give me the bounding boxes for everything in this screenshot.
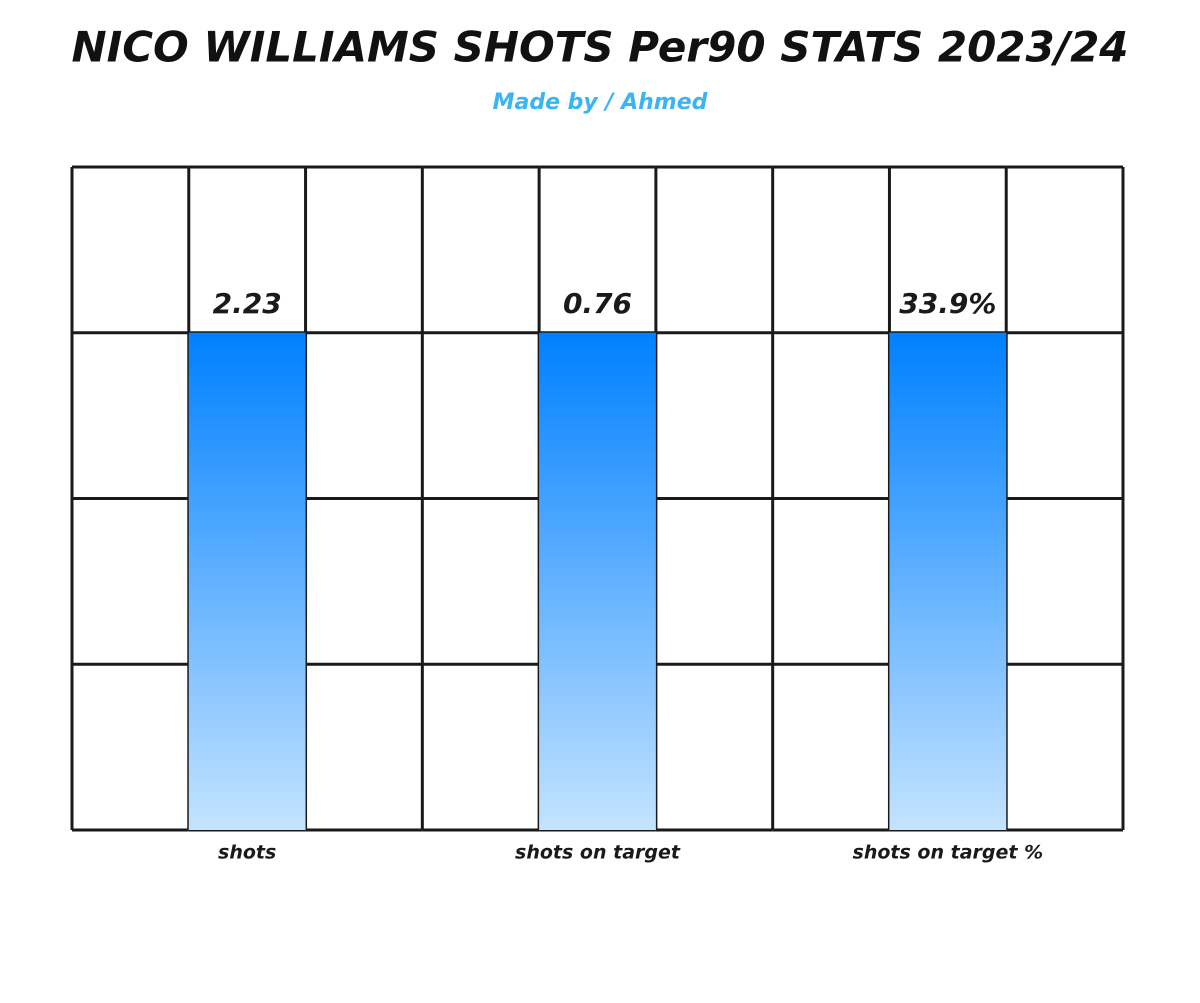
- category-label: shots on target %: [853, 842, 1044, 864]
- title: NICO WILLIAMS SHOTS Per90 STATS 2023/24: [71, 23, 1128, 72]
- bar: [188, 332, 306, 830]
- subtitle: Made by / Ahmed: [493, 90, 708, 115]
- items: 2.23 shots 0.76 shots on target 33.9% shots o…: [188, 287, 1044, 864]
- bar: [889, 332, 1007, 830]
- value-label: 0.76: [563, 287, 632, 320]
- category-label: shots: [218, 842, 276, 864]
- value-label: 33.9%: [899, 287, 996, 320]
- value-label: 2.23: [213, 287, 282, 320]
- category-label: shots on target: [515, 842, 681, 864]
- bar: [539, 332, 656, 830]
